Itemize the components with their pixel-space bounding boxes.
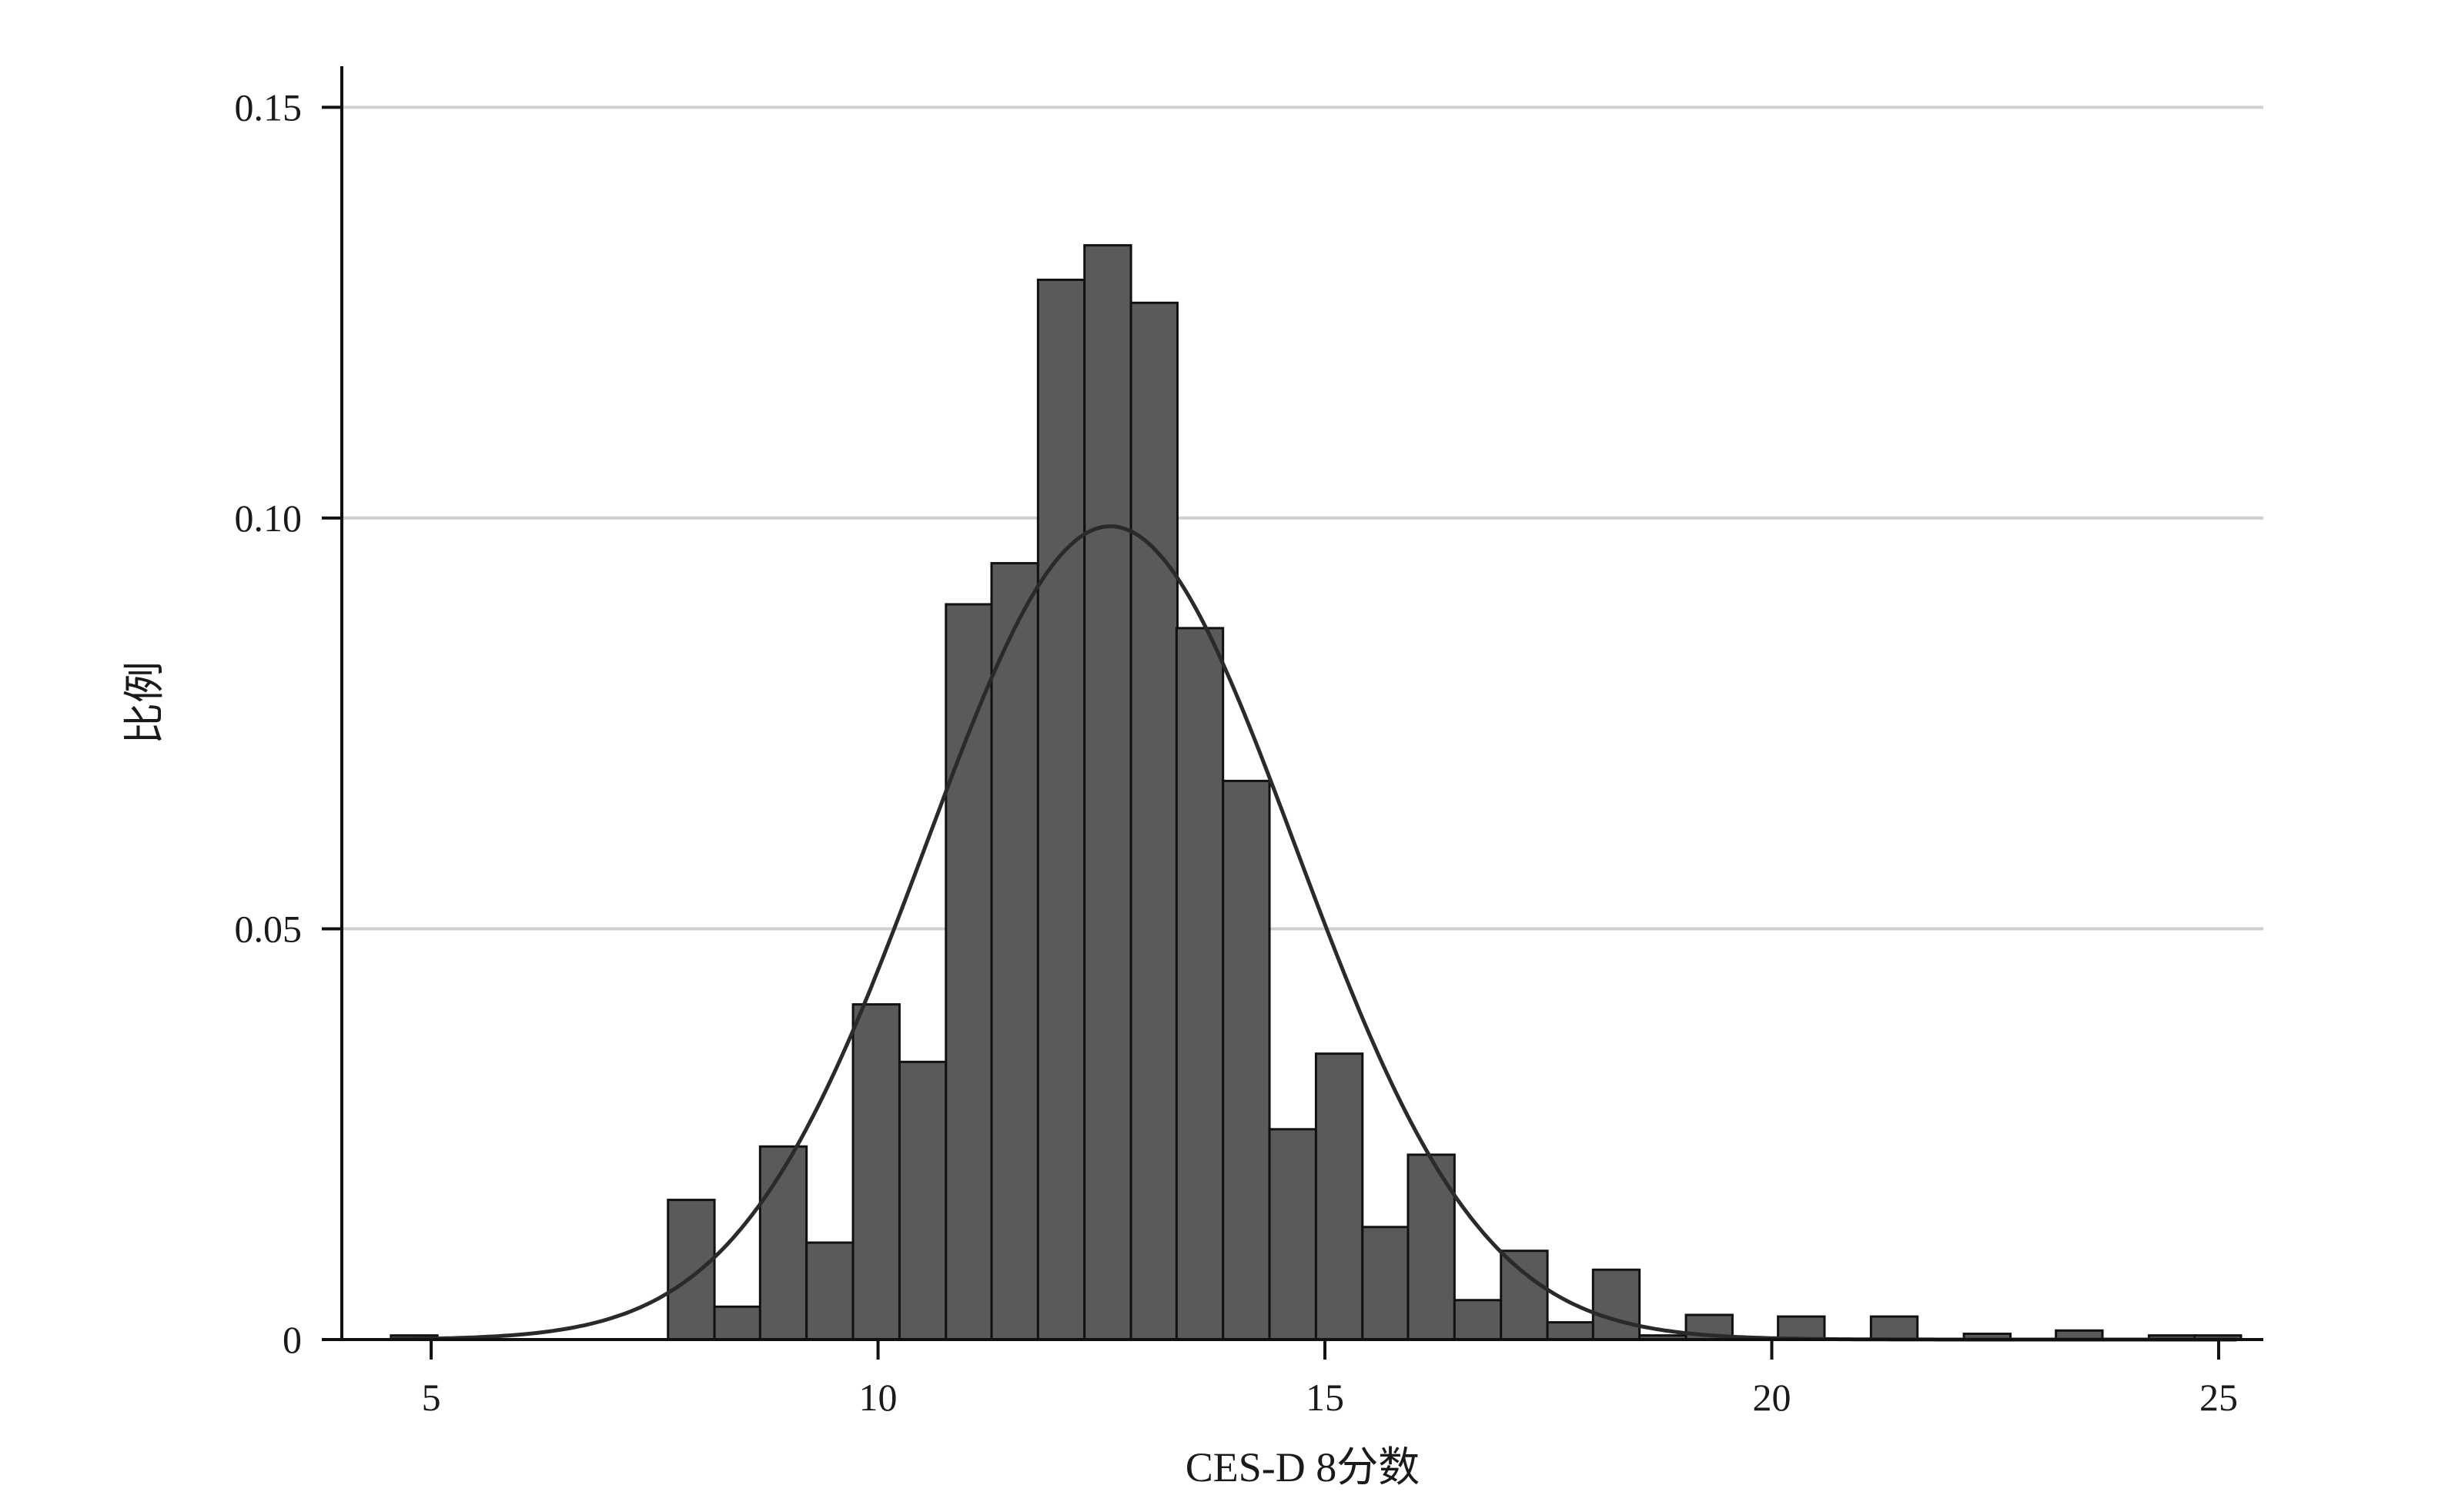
histogram-bar-25	[1869, 1315, 1919, 1341]
histogram-bar-8	[990, 562, 1039, 1341]
y-tick-label-3: 0.15	[235, 85, 303, 129]
histogram-bar-14	[1268, 1128, 1317, 1341]
histogram-bars	[390, 244, 2243, 1341]
histogram-bar-10	[1083, 244, 1132, 1341]
x-tick-label-4: 25	[2199, 1376, 2238, 1419]
axes	[340, 66, 2263, 1341]
x-axis-ticks: 5 10 15 20 25	[422, 1340, 2238, 1419]
histogram-bar-1	[667, 1199, 716, 1341]
y-tick-label-2: 0.10	[235, 497, 303, 540]
histogram-bar-4	[805, 1241, 855, 1341]
histogram-bar-11	[1129, 301, 1179, 1341]
histogram-bar-2	[713, 1305, 762, 1341]
y-axis-ticks: 0 0.05 0.10 0.15	[235, 85, 342, 1361]
x-tick-label-1: 10	[859, 1376, 898, 1419]
y-axis-title: 比例	[122, 661, 168, 744]
y-tick-label-0: 0	[283, 1318, 302, 1361]
histogram-bar-5	[851, 1003, 901, 1341]
histogram-bar-24	[1777, 1315, 1826, 1341]
histogram-bar-20	[1546, 1321, 1595, 1341]
x-tick-label-2: 15	[1306, 1376, 1344, 1419]
histogram-bar-18	[1453, 1299, 1503, 1341]
y-tick-label-1: 0.05	[235, 907, 303, 950]
x-axis-title: CES-D 8分数	[1186, 1444, 1420, 1490]
grid-lines	[342, 105, 2263, 931]
x-tick-label-3: 20	[1752, 1376, 1791, 1419]
histogram-bar-6	[898, 1060, 948, 1341]
histogram-bar-21	[1591, 1268, 1641, 1341]
histogram-bar-19	[1500, 1249, 1549, 1341]
histogram-bar-7	[945, 603, 994, 1341]
histogram-bar-15	[1314, 1052, 1364, 1341]
x-tick-label-0: 5	[422, 1376, 441, 1419]
histogram-bar-16	[1361, 1226, 1410, 1341]
histogram-bar-13	[1222, 779, 1271, 1341]
histogram-bar-9	[1036, 278, 1086, 1341]
histogram-bar-12	[1175, 627, 1225, 1341]
histogram-bar-3	[758, 1145, 808, 1341]
